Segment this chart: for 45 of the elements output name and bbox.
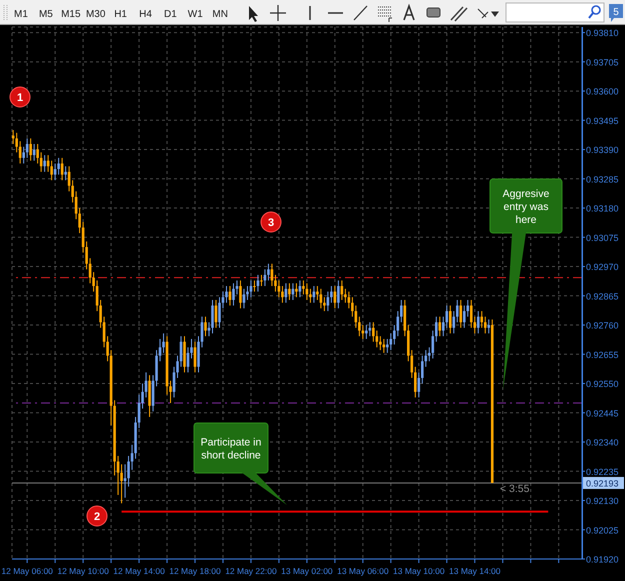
text: M5	[38, 9, 54, 20]
y-tick-label: 0.93180	[586, 204, 619, 214]
text: H4	[139, 9, 152, 20]
annotation: 3	[268, 217, 274, 229]
y-tick-label: 0.92235	[586, 466, 619, 477]
x-tick-label: 13 May 10:00	[393, 566, 445, 576]
y-tick-label: 0.92760	[586, 320, 619, 331]
text: H1	[114, 9, 128, 20]
text: W1	[188, 9, 204, 20]
y-tick-label: 0.91920	[586, 554, 619, 564]
y-tick-label: 0.92130	[586, 496, 619, 506]
text: M1	[14, 9, 28, 20]
text: 5	[613, 7, 620, 18]
annotation: < 3:55	[500, 483, 530, 495]
annotation: 2	[94, 511, 100, 523]
text: M15	[61, 9, 81, 20]
x-tick-label: 12 May 06:00	[1, 566, 54, 576]
x-tick-label: 13 May 14:00	[449, 566, 501, 576]
x-tick-label: 12 May 10:00	[57, 566, 110, 576]
x-tick-label: 13 May 06:00	[337, 566, 389, 576]
y-tick-label: 0.92865	[586, 291, 619, 302]
y-tick-label: 0.92445	[586, 408, 619, 418]
y-tick-label: 0.93600	[586, 86, 619, 97]
y-tick-label: 0.93705	[586, 57, 619, 68]
x-tick-label: 13 May 02:00	[281, 566, 333, 576]
x-tick-label: 12 May 18:00	[169, 566, 222, 576]
annotation: 1	[16, 92, 24, 104]
y-tick-label: 0.92550	[586, 379, 619, 390]
annotation: Participate in short decline	[200, 436, 262, 462]
y-tick-label: 0.92025	[586, 525, 619, 536]
x-tick-label: 12 May 22:00	[225, 566, 277, 576]
y-tick-label: 0.93810	[586, 28, 619, 38]
y-tick-label: 0.93495	[586, 116, 619, 126]
y-tick-label: 0.93075	[586, 232, 619, 243]
y-tick-label: 0.93285	[586, 174, 619, 184]
text: M30	[86, 9, 106, 20]
text: MN	[212, 9, 228, 20]
x-tick-label: 12 May 14:00	[113, 566, 166, 576]
text: D1	[164, 9, 178, 20]
ref-line-label: 0.92193	[586, 478, 619, 488]
y-tick-label: 0.92340	[586, 438, 619, 448]
y-tick-label: 0.92655	[586, 350, 619, 360]
y-tick-label: 0.92970	[586, 262, 619, 272]
y-tick-label: 0.93390	[586, 145, 619, 156]
annotation: Aggresive entry was here	[502, 188, 550, 226]
